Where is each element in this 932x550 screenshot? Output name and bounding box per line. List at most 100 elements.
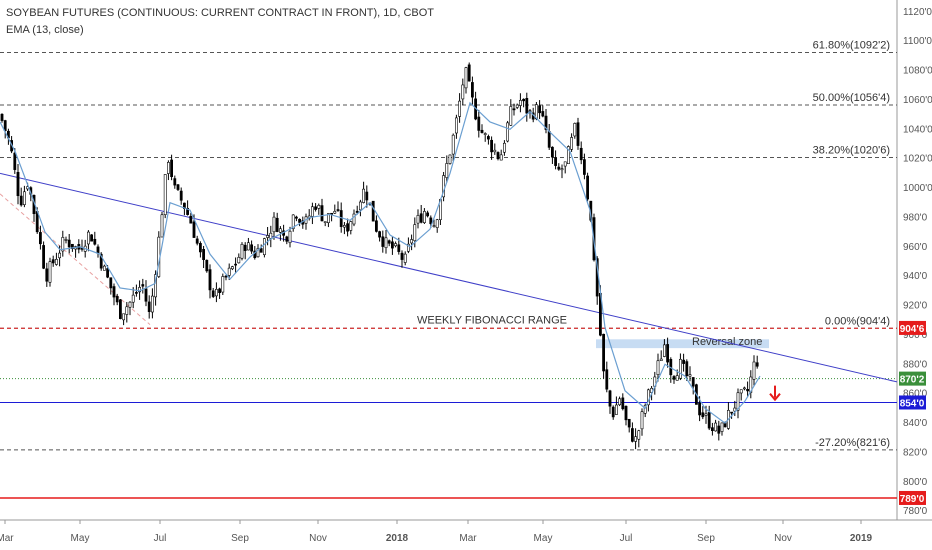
- candle-body: [13, 152, 17, 170]
- candle-body: [464, 67, 468, 89]
- candle-body: [538, 105, 542, 114]
- candle-body: [131, 294, 135, 303]
- candle-body: [480, 129, 484, 133]
- candle-body: [352, 213, 356, 225]
- candle-body: [151, 295, 154, 313]
- candle-body: [378, 231, 382, 238]
- y-tick-label: 1000'0: [903, 183, 932, 194]
- candle-body: [547, 131, 551, 148]
- candle-body: [67, 239, 71, 248]
- candle-body: [109, 277, 113, 289]
- indicator-label[interactable]: EMA (13, close): [6, 24, 84, 36]
- x-tick-label: Mar: [0, 533, 14, 544]
- candle-body: [19, 195, 23, 206]
- y-tick-label: 840'0: [903, 418, 928, 429]
- candle-body: [637, 430, 641, 440]
- candle-body: [147, 301, 151, 312]
- candle-body: [717, 425, 721, 434]
- candle-body: [247, 242, 250, 251]
- candle-body: [106, 268, 110, 278]
- candle-body: [672, 376, 676, 380]
- candle-body: [275, 217, 279, 232]
- candle-body: [291, 214, 295, 229]
- candle-body: [38, 232, 42, 245]
- candle-body: [144, 288, 148, 302]
- fib-level-label: 61.80%(1092'2): [813, 40, 890, 52]
- candle-body: [115, 295, 119, 303]
- candle-body: [477, 116, 481, 131]
- candle-body: [262, 238, 266, 256]
- candle-body: [215, 289, 218, 297]
- y-tick-label: 900'0: [903, 330, 928, 341]
- candle-body: [506, 122, 510, 142]
- candle-body: [208, 269, 212, 291]
- candle-body: [413, 224, 417, 242]
- y-tick-label: 800'0: [903, 477, 928, 488]
- candle-body: [179, 190, 183, 201]
- ema-line: [0, 101, 761, 424]
- candle-body: [442, 175, 446, 198]
- fib-level-label: 38.20%(1020'6): [813, 145, 890, 157]
- candle-body: [51, 259, 55, 264]
- candle-body: [317, 204, 321, 209]
- candle-body: [176, 184, 180, 190]
- down-arrow-icon: [769, 385, 781, 402]
- candle-body: [381, 236, 385, 247]
- candle-body: [138, 287, 142, 293]
- candle-body: [742, 387, 746, 390]
- candle-body: [454, 117, 458, 134]
- fib-level-label: 0.00%(904'4): [825, 315, 890, 327]
- candle-body: [755, 362, 759, 367]
- candle-body: [3, 120, 7, 131]
- candle-body: [640, 411, 644, 430]
- candle-body: [99, 253, 103, 269]
- candle-body: [154, 274, 158, 298]
- candle-body: [211, 290, 215, 297]
- candle-body: [643, 405, 647, 414]
- candle-body: [371, 200, 375, 222]
- candle-body: [467, 64, 471, 82]
- candle-body: [285, 236, 289, 242]
- x-tick-label: Sep: [231, 533, 249, 544]
- x-tick-label: 2018: [386, 533, 409, 544]
- candle-body: [685, 361, 689, 377]
- candle-body: [406, 243, 410, 252]
- y-tick-label: 1040'0: [903, 124, 932, 135]
- candle-body: [608, 390, 612, 407]
- candle-body: [336, 209, 340, 211]
- candle-body: [61, 237, 65, 252]
- candle-body: [682, 359, 686, 364]
- candle-body: [470, 82, 474, 98]
- candle-body: [410, 239, 414, 244]
- candle-body: [707, 412, 711, 429]
- chart-title: SOYBEAN FUTURES (CONTINUOUS: CURRENT CON…: [6, 7, 435, 19]
- price-tag: [899, 490, 926, 505]
- candle-body: [349, 221, 353, 231]
- fib-level-label: 50.00%(1056'4): [813, 92, 890, 104]
- x-tick-label: Sep: [697, 533, 715, 544]
- candle-body: [374, 220, 378, 232]
- y-tick-label: 960'0: [903, 242, 928, 253]
- candle-body: [733, 407, 737, 412]
- candle-body: [576, 122, 580, 146]
- candle-body: [461, 84, 465, 100]
- candle-body: [429, 217, 433, 225]
- candle-body: [426, 212, 430, 217]
- trendline-dashed: [0, 193, 151, 326]
- candle-body: [346, 223, 350, 232]
- candle-body: [730, 411, 734, 414]
- candle-body: [570, 137, 574, 150]
- candle-body: [205, 259, 209, 272]
- candle-body: [342, 225, 346, 228]
- candle-body: [394, 243, 398, 247]
- candle-body: [272, 216, 276, 233]
- candle-body: [550, 146, 554, 158]
- candle-body: [355, 210, 359, 213]
- y-tick-label: 1080'0: [903, 66, 932, 77]
- candle-body: [365, 191, 369, 201]
- candle-body: [698, 402, 702, 416]
- candle-body: [544, 115, 548, 130]
- candle-body: [384, 237, 388, 249]
- price-tag-label: 854'0: [900, 398, 925, 409]
